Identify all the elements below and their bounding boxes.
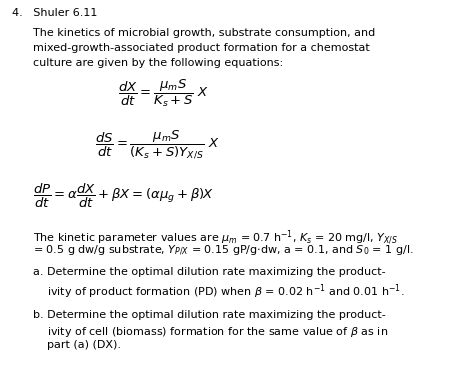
Text: $\dfrac{dP}{dt} =\alpha\dfrac{dX}{dt} +\beta X =(\alpha\mu_g +\beta)X$: $\dfrac{dP}{dt} =\alpha\dfrac{dX}{dt} +\… (33, 182, 214, 210)
Text: 4.   Shuler 6.11: 4. Shuler 6.11 (12, 8, 97, 18)
Text: ivity of cell (biomass) formation for the same value of $\beta$ as in: ivity of cell (biomass) formation for th… (33, 325, 388, 339)
Text: $\dfrac{dS}{dt} = \dfrac{\mu_m S}{(K_s +S)Y_{X/S}}\ X$: $\dfrac{dS}{dt} = \dfrac{\mu_m S}{(K_s +… (95, 128, 219, 160)
Text: The kinetics of microbial growth, substrate consumption, and: The kinetics of microbial growth, substr… (33, 28, 375, 38)
Text: part (a) (DX).: part (a) (DX). (33, 340, 121, 350)
Text: The kinetic parameter values are $\mu_m$ = 0.7 h$^{-1}$, $K_s$ = 20 mg/l, $Y_{X/: The kinetic parameter values are $\mu_m$… (33, 228, 399, 247)
Text: = 0.5 g dw/g substrate, $Y_{P/X}$ = 0.15 gP/g$\cdot$dw, a = 0.1, and $S_0$ = 1 g: = 0.5 g dw/g substrate, $Y_{P/X}$ = 0.15… (33, 244, 414, 258)
Text: culture are given by the following equations:: culture are given by the following equat… (33, 58, 283, 68)
Text: b. Determine the optimal dilution rate maximizing the product-: b. Determine the optimal dilution rate m… (33, 310, 386, 320)
Text: a. Determine the optimal dilution rate maximizing the product-: a. Determine the optimal dilution rate m… (33, 267, 386, 277)
Text: ivity of product formation (PD) when $\beta$ = 0.02 h$^{-1}$ and 0.01 h$^{-1}$.: ivity of product formation (PD) when $\b… (33, 282, 405, 301)
Text: mixed-growth-associated product formation for a chemostat: mixed-growth-associated product formatio… (33, 43, 370, 53)
Text: $\dfrac{dX}{dt} = \dfrac{\mu_m S}{K_s +S}\ X$: $\dfrac{dX}{dt} = \dfrac{\mu_m S}{K_s +S… (118, 78, 210, 109)
